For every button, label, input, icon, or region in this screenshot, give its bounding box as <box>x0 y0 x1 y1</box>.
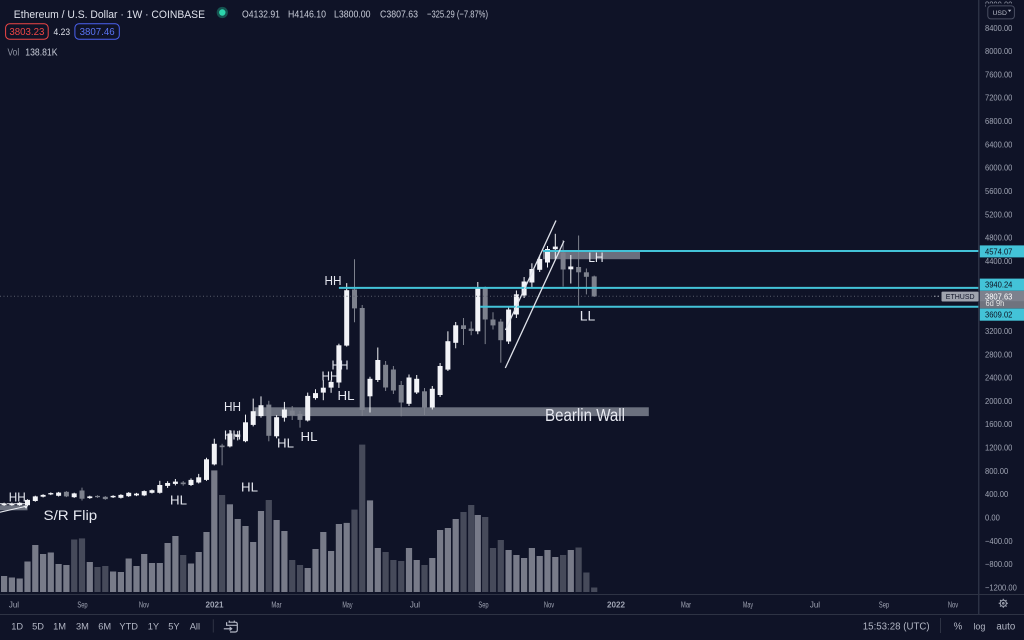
svg-text:HL: HL <box>301 429 318 444</box>
svg-text:400.00: 400.00 <box>985 489 1009 499</box>
svg-text:HH: HH <box>224 399 241 414</box>
svg-text:7600.00: 7600.00 <box>985 69 1013 79</box>
svg-text:3609.02: 3609.02 <box>985 310 1013 320</box>
svg-text:H4146.10: H4146.10 <box>288 9 326 20</box>
svg-text:−1200.00: −1200.00 <box>985 583 1017 593</box>
svg-text:7200.00: 7200.00 <box>985 93 1013 103</box>
svg-text:1600.00: 1600.00 <box>985 419 1013 429</box>
svg-text:5Y: 5Y <box>168 622 179 632</box>
svg-text:HH: HH <box>224 427 241 442</box>
svg-text:2000.00: 2000.00 <box>985 396 1013 406</box>
svg-text:8400.00: 8400.00 <box>985 23 1013 33</box>
svg-text:ETHUSD: ETHUSD <box>946 294 975 301</box>
svg-text:5D: 5D <box>32 622 44 632</box>
svg-text:−400.00: −400.00 <box>985 536 1013 546</box>
svg-text:HH: HH <box>332 357 349 372</box>
svg-text:1200.00: 1200.00 <box>985 443 1013 453</box>
svg-text:4400.00: 4400.00 <box>985 256 1013 266</box>
svg-text:HL: HL <box>170 493 187 508</box>
svg-text:Vol: Vol <box>8 47 20 58</box>
svg-text:8000.00: 8000.00 <box>985 46 1013 56</box>
svg-text:Jul: Jul <box>410 599 420 609</box>
svg-text:6400.00: 6400.00 <box>985 139 1013 149</box>
svg-text:HH: HH <box>9 490 26 505</box>
svg-text:2400.00: 2400.00 <box>985 373 1013 383</box>
svg-text:6M: 6M <box>98 622 111 632</box>
svg-text:4800.00: 4800.00 <box>985 233 1013 243</box>
svg-text:138.81K: 138.81K <box>25 47 57 58</box>
svg-text:USD: USD <box>993 10 1007 17</box>
svg-text:5200.00: 5200.00 <box>985 209 1013 219</box>
svg-text:YTD: YTD <box>119 622 138 632</box>
svg-text:4574.07: 4574.07 <box>985 246 1013 256</box>
svg-text:2022: 2022 <box>607 599 625 609</box>
svg-text:3803.23: 3803.23 <box>9 27 44 38</box>
svg-text:1D: 1D <box>11 622 23 632</box>
svg-text:LH: LH <box>588 250 604 265</box>
svg-text:Sep: Sep <box>879 599 889 609</box>
svg-text:S/R Flip: S/R Flip <box>44 507 98 523</box>
svg-text:15:53:28 (UTC): 15:53:28 (UTC) <box>863 622 930 633</box>
svg-text:−325.29 (−7.87%): −325.29 (−7.87%) <box>427 9 488 20</box>
svg-text:5600.00: 5600.00 <box>985 186 1013 196</box>
svg-text:HH: HH <box>325 273 342 288</box>
svg-text:−800.00: −800.00 <box>985 559 1013 569</box>
svg-text:3940.24: 3940.24 <box>985 280 1013 290</box>
svg-text:3807.46: 3807.46 <box>80 27 115 38</box>
svg-text:May: May <box>342 599 353 609</box>
svg-text:4.23: 4.23 <box>54 27 71 38</box>
svg-text:All: All <box>190 622 200 632</box>
svg-text:Jul: Jul <box>810 599 820 609</box>
svg-text:%: % <box>954 622 963 633</box>
svg-text:0.00: 0.00 <box>985 513 1000 523</box>
svg-text:3807.63: 3807.63 <box>985 292 1013 302</box>
svg-text:1Y: 1Y <box>148 622 159 632</box>
svg-text:1M: 1M <box>53 622 66 632</box>
svg-text:2800.00: 2800.00 <box>985 349 1013 359</box>
svg-text:Jul: Jul <box>9 599 19 609</box>
svg-text:O4132.91: O4132.91 <box>242 9 280 20</box>
svg-text:2021: 2021 <box>205 599 223 609</box>
svg-text:Nov: Nov <box>948 599 959 609</box>
svg-text:LL: LL <box>580 308 596 323</box>
svg-text:Sep: Sep <box>77 599 87 609</box>
svg-text:Bearlin Wall: Bearlin Wall <box>545 405 625 425</box>
svg-text:HL: HL <box>338 388 355 403</box>
svg-text:log: log <box>973 622 985 632</box>
svg-text:6000.00: 6000.00 <box>985 163 1013 173</box>
svg-text:Nov: Nov <box>139 599 150 609</box>
svg-text:Mar: Mar <box>681 599 691 609</box>
svg-text:L3800.00: L3800.00 <box>334 9 371 20</box>
svg-text:HH: HH <box>322 368 339 383</box>
svg-text:6800.00: 6800.00 <box>985 116 1013 126</box>
svg-text:HL: HL <box>277 435 294 450</box>
svg-text:3M: 3M <box>76 622 89 632</box>
svg-text:3200.00: 3200.00 <box>985 326 1013 336</box>
svg-text:800.00: 800.00 <box>985 466 1009 476</box>
svg-text:Mar: Mar <box>271 599 281 609</box>
svg-text:Sep: Sep <box>478 599 488 609</box>
svg-text:May: May <box>743 599 754 609</box>
svg-text:Nov: Nov <box>544 599 555 609</box>
svg-text:C3807.63: C3807.63 <box>380 9 418 20</box>
svg-text:auto: auto <box>996 622 1015 633</box>
svg-text:HL: HL <box>241 479 258 494</box>
svg-text:Ethereum / U.S. Dollar · 1W ·: Ethereum / U.S. Dollar · 1W · COINBASE <box>14 9 205 21</box>
svg-text:6d 9h: 6d 9h <box>986 299 1005 308</box>
